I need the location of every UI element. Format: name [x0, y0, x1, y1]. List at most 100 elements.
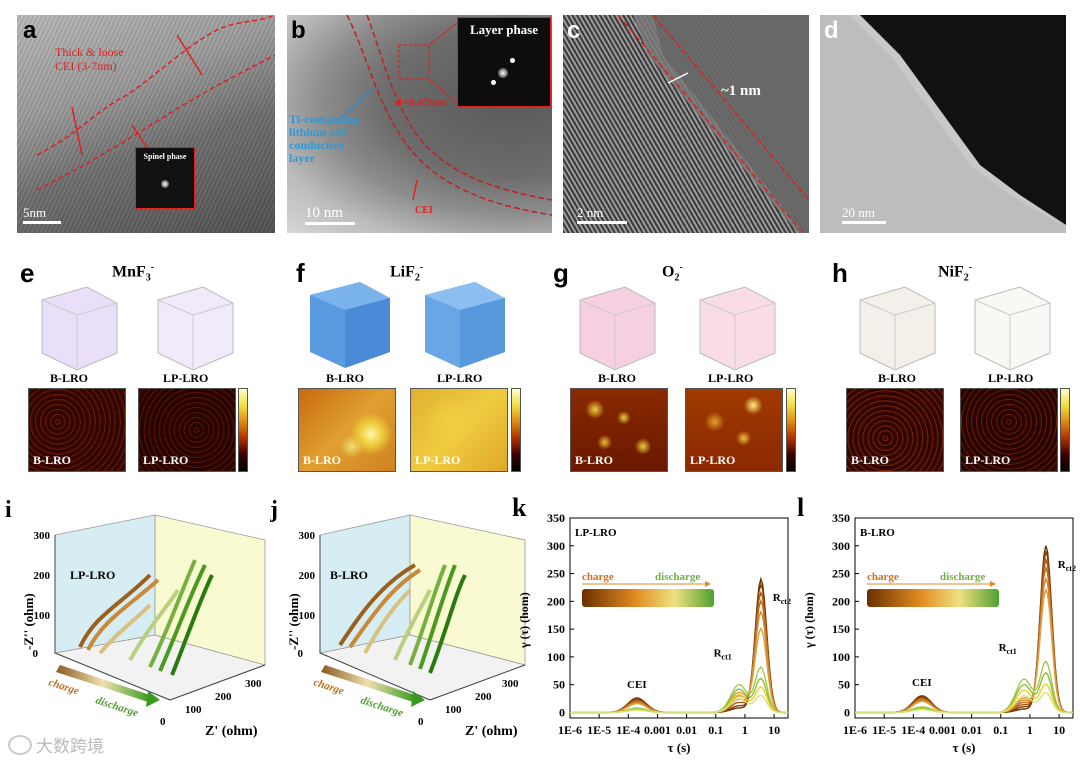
panel-j-zt1: 100 [299, 610, 316, 622]
legend-discharge: discharge [655, 571, 700, 583]
panel-e-ion: MnF3- [112, 262, 155, 284]
panel-i-zt1: 100 [34, 610, 51, 622]
cei-boundary-outer [346, 15, 552, 216]
panel-a-scale-bar: 5nm [23, 205, 61, 224]
panel-j-xt0: 0 [418, 716, 424, 728]
spinel-phase-inset: Spinel phase [135, 147, 195, 209]
x-tick-label: 1E-5 [587, 723, 611, 737]
panel-i-zt3: 300 [34, 530, 51, 542]
panel-d-scale-bar: 20 nm [842, 205, 886, 224]
x-tick-label: 1 [742, 723, 748, 737]
panel-c-tem-image: c ~1 nm 2 nm [563, 15, 809, 233]
drt-series-line [855, 691, 1073, 714]
x-tick-label: 0.01 [961, 723, 982, 737]
panel-i-letter: i [5, 497, 12, 523]
y-tick-label: 0 [559, 705, 565, 719]
panel-e-sample-lp: LP-LRO [163, 371, 209, 385]
panel-i-charge: charge [47, 676, 80, 697]
panel-i-xt3: 300 [245, 678, 262, 690]
y-tick-label: 350 [832, 511, 850, 525]
surface-boundary-inner [652, 15, 809, 201]
panel-f-map-lp: LP-LRO [410, 388, 508, 472]
panel-h-ion: NiF2- [938, 262, 973, 284]
panel-i-discharge: discharge [94, 694, 140, 719]
panel-h-cube-lp [965, 285, 1055, 375]
rct1-label: Rct1 [999, 642, 1017, 656]
y-tick-label: 300 [547, 539, 565, 553]
plot-frame [854, 517, 1074, 719]
y-tick-label: 250 [832, 567, 850, 581]
layer-phase-inset: Layer phase [457, 17, 551, 107]
cei-boundary-outer [36, 15, 275, 156]
panel-f-map-b: B-LRO [298, 388, 396, 472]
panel-g-map-b: B-LRO [570, 388, 668, 472]
panel-b-letter: b [291, 17, 306, 44]
panel-g-sample-b: B-LRO [598, 371, 637, 385]
x-tick-label: 1E-4 [901, 723, 925, 737]
x-tick-label: 1 [1027, 723, 1033, 737]
panel-e-cube-lp [148, 285, 238, 375]
panel-h-sample-b: B-LRO [878, 371, 917, 385]
y-tick-label: 150 [547, 622, 565, 636]
panel-f-ion: LiF2- [390, 262, 424, 284]
panel-g-cube-b [570, 285, 660, 375]
watermark: 大数跨境 [8, 732, 104, 757]
legend-gradient-bar [867, 589, 999, 607]
panel-e-colorbar [238, 388, 248, 472]
x-tick-label: 0.001 [644, 723, 671, 737]
panel-j-xt2: 200 [475, 691, 492, 703]
panel-f-cube-lp [420, 280, 510, 370]
panel-h-map-b: B-LRO [846, 388, 944, 472]
panel-i-xt1: 100 [185, 704, 202, 716]
y-tick-label: 200 [547, 594, 565, 608]
panel-i-3d-eis: i LP-LRO -Z'' (ohm) Z' (ohm) charge disc… [5, 497, 267, 739]
legend-arrow-head [705, 581, 711, 587]
cei-label: CEI [627, 679, 647, 691]
panel-j-zt0: 0 [298, 648, 304, 660]
plot-frame [569, 517, 789, 719]
panel-a-letter: a [23, 17, 37, 44]
panel-e-cube-b [32, 285, 122, 375]
panel-j-xt1: 100 [445, 704, 462, 716]
panel-f-letter: f [296, 258, 305, 288]
y-tick-label: 350 [547, 511, 565, 525]
panel-l-drt-chart: l B-LRO 0 50 100 150 200 250 300 350 1E-6 1E-5 1E-4 0… [797, 493, 1076, 755]
panel-g-map-lp: LP-LRO [685, 388, 783, 472]
panel-letter: k [512, 493, 527, 522]
x-tick-label: 1E-6 [843, 723, 867, 737]
x-tick-label: 10 [768, 723, 780, 737]
panel-g-cube-lp [690, 285, 780, 375]
panel-k-drt-chart: k LP-LRO 0 50 100 150 200 250 300 350 1E-6 1E-5 1E-4… [512, 493, 791, 755]
legend-charge: charge [867, 571, 899, 583]
panel-j-zt2: 200 [299, 570, 316, 582]
x-axis-label: τ (s) [668, 740, 691, 755]
sample-label: LP-LRO [575, 527, 617, 539]
y-tick-label: 50 [838, 678, 850, 692]
x-tick-label: 0.01 [676, 723, 697, 737]
panel-j-zlabel: -Z'' (ohm) [286, 593, 301, 650]
panel-i-xt2: 200 [215, 691, 232, 703]
panel-j-xlabel: Z' (ohm) [465, 724, 518, 739]
y-tick-label: 100 [832, 650, 850, 664]
panel-e-sample-b: B-LRO [50, 371, 89, 385]
y-tick-label: 200 [832, 594, 850, 608]
panel-h-colorbar [1060, 388, 1070, 472]
y-tick-label: 250 [547, 567, 565, 581]
panel-d-tem-image: d 20 nm [820, 15, 1066, 233]
panel-f-cube-b [305, 280, 395, 370]
panel-j-discharge: discharge [359, 694, 405, 719]
panel-g-letter: g [553, 258, 569, 288]
ti-layer-annotation: Ti-containing lithium salt conductive la… [289, 112, 359, 165]
x-tick-label: 10 [1053, 723, 1065, 737]
panel-c-scale-bar: 2 nm [577, 205, 627, 224]
drt-series-line [855, 660, 1073, 714]
panel-i-zlabel: -Z'' (ohm) [21, 593, 36, 650]
panel-e-map-b: B-LRO [28, 388, 126, 472]
panel-h-letter: h [832, 258, 848, 288]
panel-g-sample-lp: LP-LRO [708, 371, 754, 385]
panel-a-tem-image: a Thick & loose CEI (3-7nm) Spinel phase… [17, 15, 275, 233]
cei-label: CEI [415, 205, 433, 216]
panel-letter: l [797, 493, 804, 522]
sample-label: B-LRO [860, 527, 895, 539]
legend-arrow-head [990, 581, 996, 587]
